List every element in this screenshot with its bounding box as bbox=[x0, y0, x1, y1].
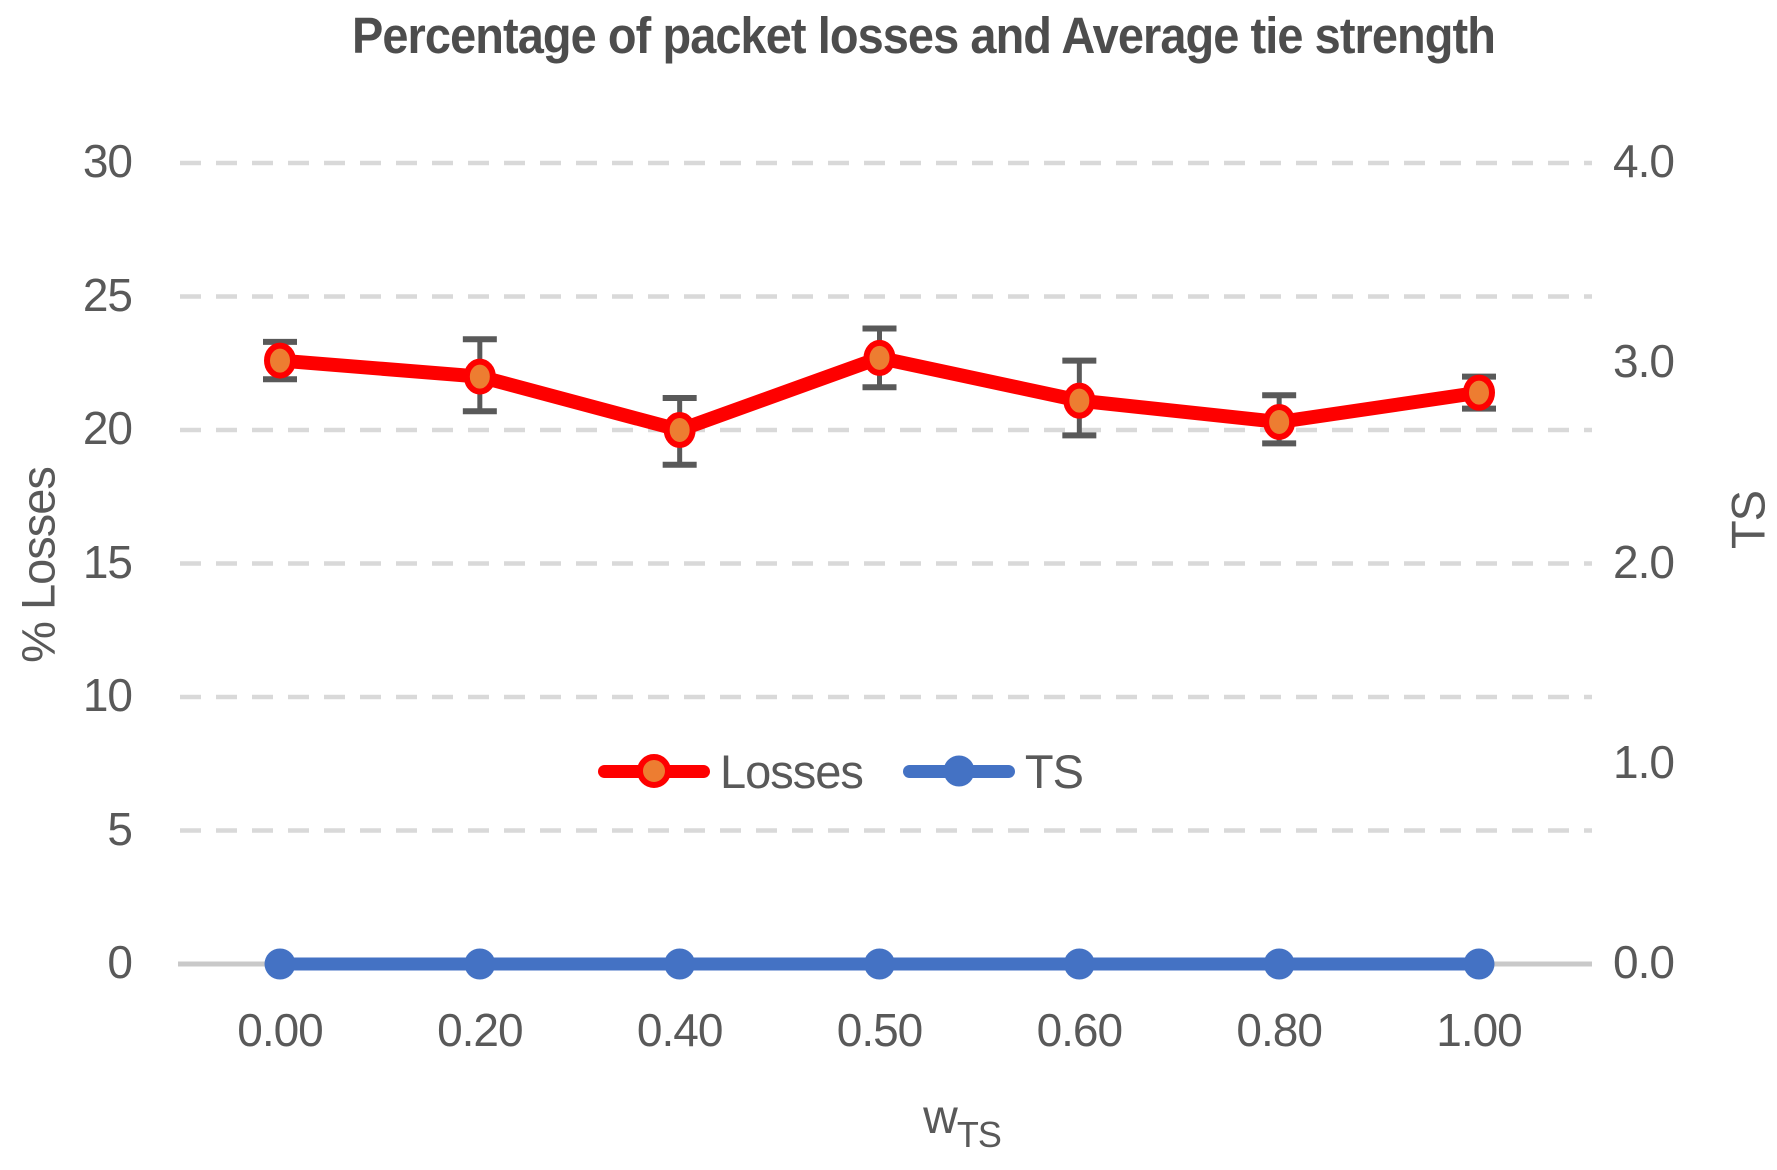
y-right-tick-label: 4.0 bbox=[1613, 134, 1675, 187]
legend-item-ts: TS bbox=[902, 744, 1084, 799]
ts-data-point bbox=[664, 948, 696, 980]
ts-data-point bbox=[1263, 948, 1295, 980]
y-left-tick-label: 10 bbox=[82, 668, 133, 721]
legend-label-ts: TS bbox=[1024, 744, 1084, 798]
losses-line-swatch-icon bbox=[598, 754, 710, 788]
losses-data-point bbox=[1463, 374, 1495, 411]
y-left-tick-label: 15 bbox=[82, 535, 133, 588]
x-axis-title-main: w bbox=[923, 1091, 958, 1144]
ts-data-point bbox=[264, 948, 296, 980]
y-left-tick-label: 25 bbox=[82, 268, 133, 321]
y-left-axis-title: % Losses bbox=[11, 467, 65, 663]
losses-data-point bbox=[663, 412, 696, 448]
y-right-tick-label: 1.0 bbox=[1613, 735, 1675, 788]
ts-line-swatch-icon bbox=[902, 755, 1015, 787]
y-left-tick-label: 5 bbox=[107, 802, 133, 855]
y-left-tick-label: 0 bbox=[107, 935, 133, 988]
losses-data-point bbox=[463, 358, 496, 395]
losses-data-point bbox=[1263, 403, 1296, 440]
ts-data-point bbox=[464, 948, 496, 980]
x-tick-label: 0.40 bbox=[636, 1004, 724, 1056]
y-right-tick-label: 3.0 bbox=[1613, 335, 1675, 388]
y-right-tick-label: 2.0 bbox=[1613, 535, 1675, 588]
ts-marker-icon bbox=[943, 755, 975, 787]
legend-item-losses: Losses bbox=[598, 744, 864, 799]
ts-data-point bbox=[1063, 948, 1095, 980]
x-tick-label: 0.80 bbox=[1236, 1004, 1323, 1056]
x-axis-title: wTS bbox=[923, 1090, 1002, 1156]
x-tick-label: 0.50 bbox=[836, 1004, 924, 1056]
chart-title: Percentage of packet losses and Average … bbox=[352, 7, 1496, 64]
x-axis-title-subscript: TS bbox=[956, 1114, 1002, 1155]
legend: Losses TS bbox=[598, 740, 1084, 802]
losses-data-point bbox=[863, 339, 896, 376]
y-right-tick-label: 0.0 bbox=[1613, 935, 1675, 988]
y-right-axis-title: TS bbox=[1721, 490, 1775, 550]
x-tick-label: 0.20 bbox=[437, 1004, 524, 1056]
losses-data-point bbox=[1063, 382, 1096, 419]
losses-data-point bbox=[264, 342, 296, 379]
legend-label-losses: Losses bbox=[720, 744, 864, 798]
x-tick-label: 1.00 bbox=[1436, 1004, 1523, 1056]
ts-data-point bbox=[864, 948, 895, 980]
losses-marker-icon bbox=[637, 754, 671, 788]
y-left-tick-label: 20 bbox=[82, 401, 133, 454]
x-tick-label: 0.60 bbox=[1036, 1004, 1124, 1056]
ts-data-point bbox=[1463, 948, 1495, 980]
x-tick-label: 0.00 bbox=[237, 1004, 324, 1056]
y-left-tick-label: 30 bbox=[82, 134, 133, 187]
